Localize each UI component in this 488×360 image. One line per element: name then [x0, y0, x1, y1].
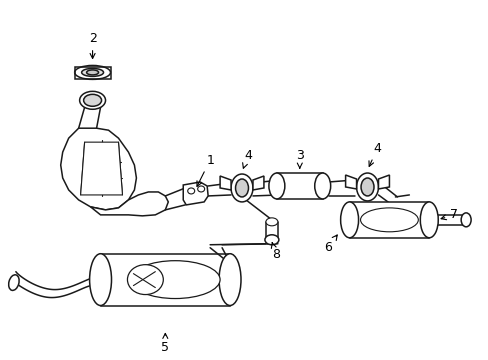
Ellipse shape	[127, 265, 163, 294]
Ellipse shape	[265, 218, 277, 226]
Ellipse shape	[187, 188, 194, 194]
Ellipse shape	[219, 254, 241, 306]
Ellipse shape	[360, 178, 373, 196]
Ellipse shape	[80, 91, 105, 109]
Text: 2: 2	[88, 32, 96, 58]
Ellipse shape	[130, 261, 220, 298]
Ellipse shape	[460, 213, 470, 227]
Text: 8: 8	[271, 243, 279, 261]
Polygon shape	[378, 175, 388, 189]
Text: 4: 4	[242, 149, 251, 168]
Ellipse shape	[360, 208, 417, 232]
Ellipse shape	[83, 94, 102, 106]
Ellipse shape	[81, 68, 103, 76]
Ellipse shape	[230, 174, 252, 202]
Ellipse shape	[314, 173, 330, 199]
Polygon shape	[101, 254, 229, 306]
Ellipse shape	[235, 179, 248, 197]
Text: 3: 3	[295, 149, 303, 168]
Polygon shape	[345, 175, 356, 189]
Ellipse shape	[264, 235, 278, 245]
Ellipse shape	[197, 186, 204, 192]
Text: 1: 1	[197, 154, 214, 186]
Ellipse shape	[268, 173, 285, 199]
Ellipse shape	[9, 275, 19, 291]
Ellipse shape	[86, 70, 99, 75]
Polygon shape	[252, 176, 264, 190]
Polygon shape	[276, 173, 322, 199]
Polygon shape	[349, 202, 428, 238]
Polygon shape	[90, 192, 168, 216]
Text: 7: 7	[440, 208, 457, 221]
Ellipse shape	[420, 202, 437, 238]
Polygon shape	[81, 142, 122, 195]
Ellipse shape	[89, 254, 111, 306]
Polygon shape	[61, 128, 136, 210]
Text: 6: 6	[323, 235, 337, 254]
Polygon shape	[75, 67, 110, 80]
Text: 4: 4	[368, 141, 381, 166]
Ellipse shape	[340, 202, 358, 238]
Polygon shape	[183, 182, 208, 205]
Ellipse shape	[356, 173, 378, 201]
Text: 5: 5	[161, 333, 169, 354]
Polygon shape	[220, 176, 230, 190]
